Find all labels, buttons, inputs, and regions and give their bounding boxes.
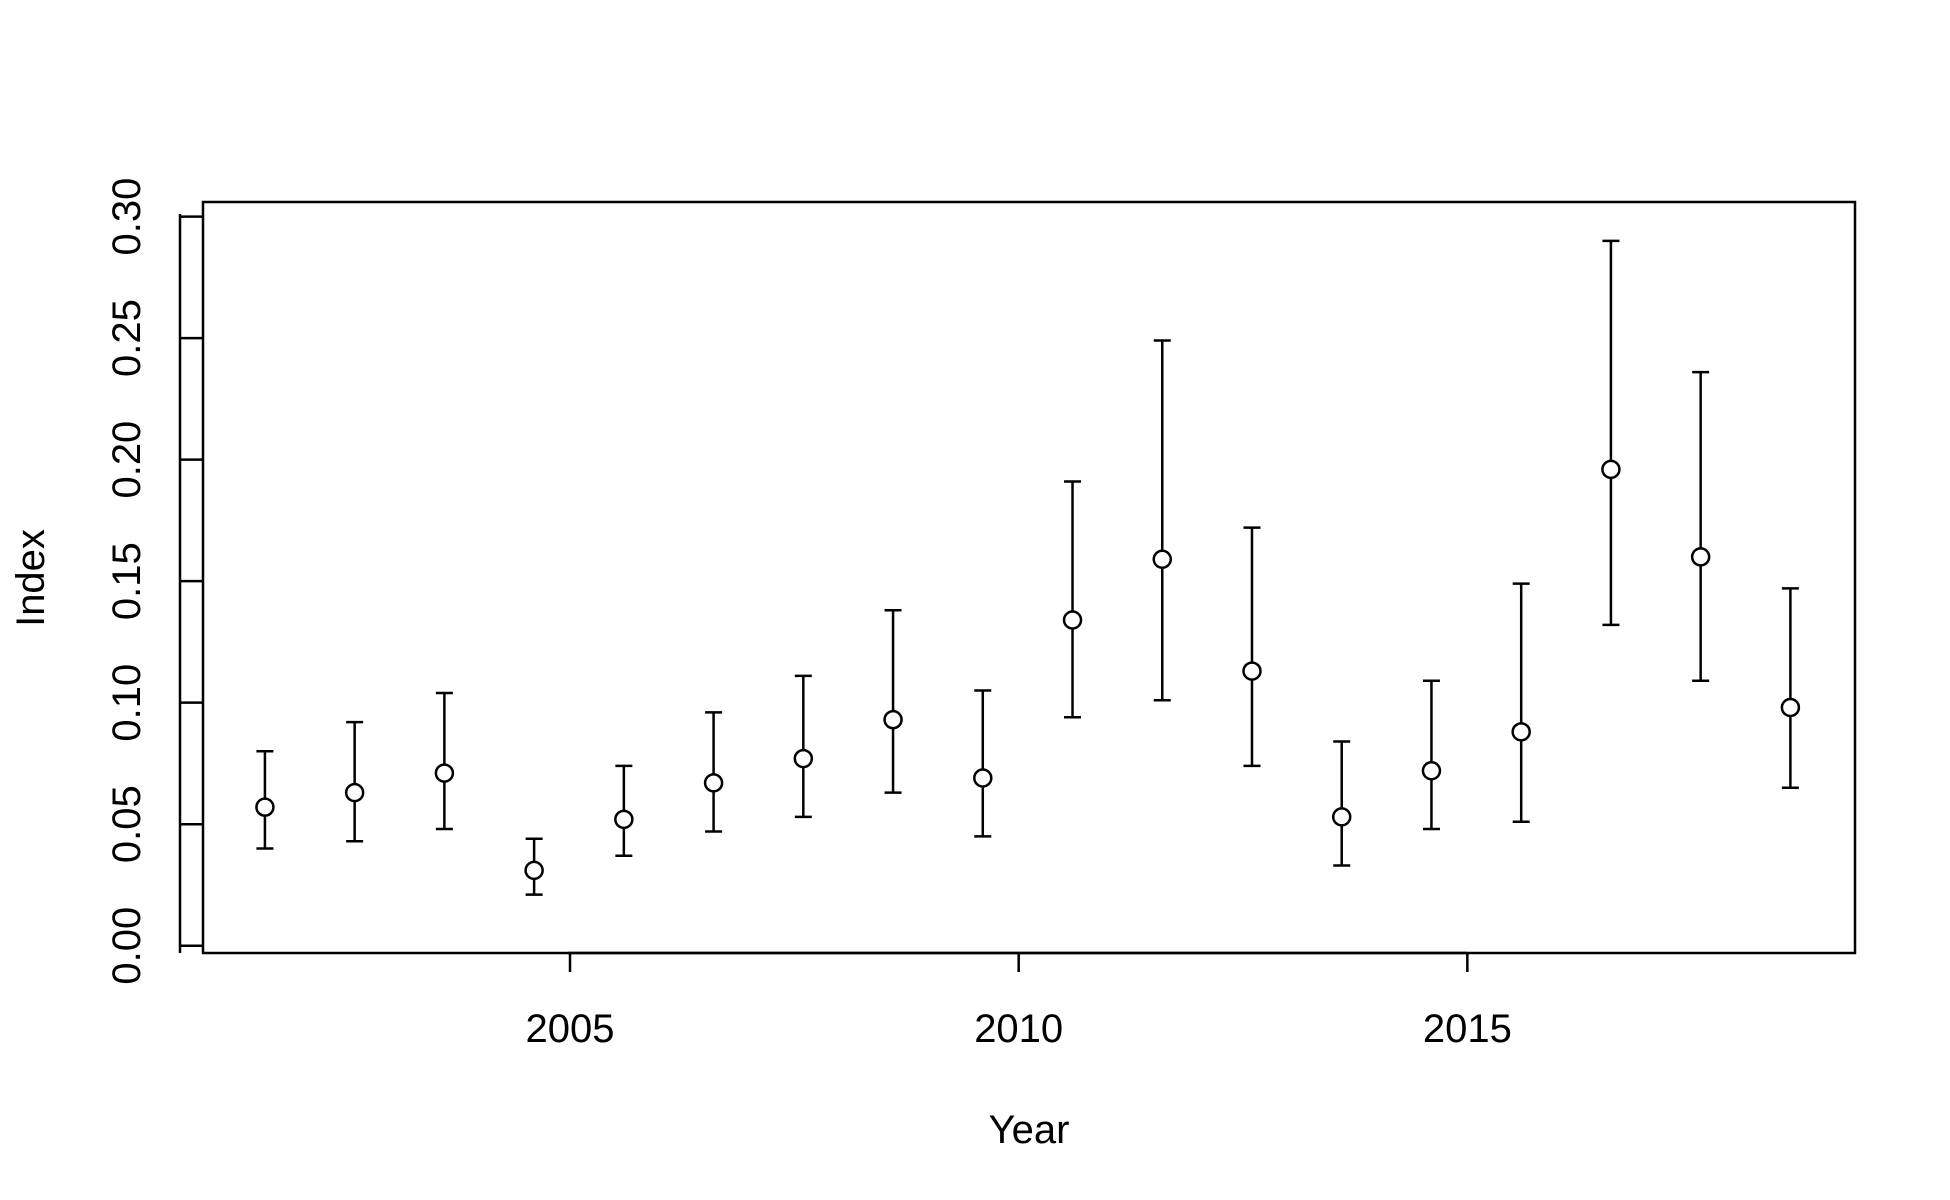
data-point <box>1331 807 1352 827</box>
x-tick-label: 2015 <box>1423 1007 1512 1051</box>
data-point <box>793 748 814 769</box>
data-point <box>1780 697 1801 718</box>
y-tick-label: 0.20 <box>105 421 149 499</box>
y-tick-label: 0.15 <box>105 542 149 620</box>
y-axis-label: Index <box>9 529 53 627</box>
y-tick-label: 0.05 <box>105 785 149 863</box>
data-point <box>344 782 365 803</box>
data-point <box>434 763 455 783</box>
data-point <box>973 768 993 788</box>
y-tick-label: 0.10 <box>105 664 149 742</box>
data-point <box>703 773 724 793</box>
data-point <box>1511 722 1531 742</box>
data-point <box>1152 549 1173 570</box>
data-point <box>1601 459 1621 480</box>
x-tick-label: 2010 <box>974 1007 1063 1051</box>
data-series <box>255 239 1801 896</box>
data-point <box>883 709 903 730</box>
y-tick-label: 0.30 <box>105 178 149 256</box>
data-point <box>1690 547 1711 567</box>
x-tick-label: 2005 <box>526 1007 615 1051</box>
data-point <box>614 809 634 830</box>
data-point <box>1062 610 1083 630</box>
y-tick-label: 0.25 <box>105 299 149 377</box>
y-axis: 0.00 0.05 0.10 0.15 0.20 0.25 0.30 <box>105 178 203 985</box>
data-point <box>524 860 544 881</box>
x-axis-label: Year <box>989 1108 1070 1152</box>
y-tick-label: 0.00 <box>105 907 149 985</box>
x-axis: 2005 2010 2015 <box>526 951 1512 1051</box>
plot-frame <box>201 200 1857 955</box>
data-point <box>1421 760 1442 781</box>
data-point <box>255 797 275 817</box>
data-point <box>1242 661 1262 681</box>
